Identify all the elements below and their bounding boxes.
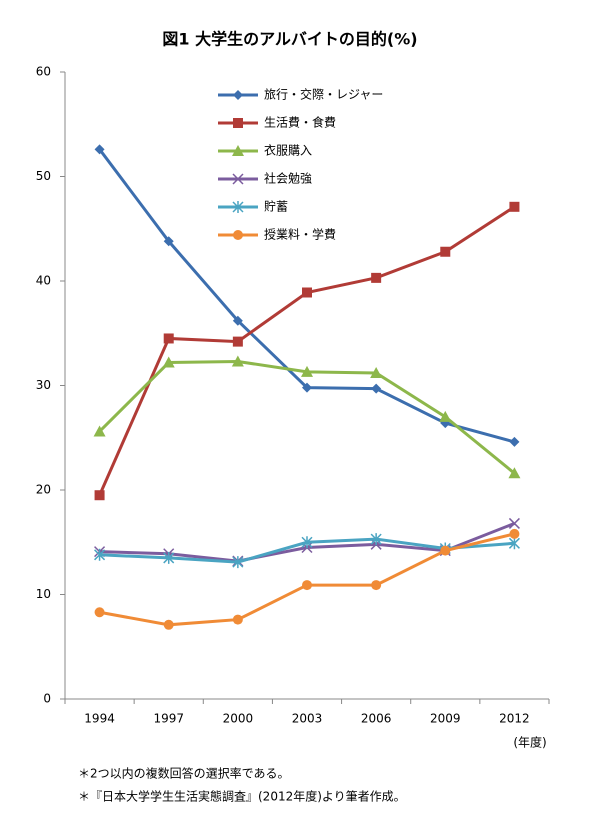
marker	[162, 356, 175, 368]
x-unit-label: (年度)	[513, 735, 546, 750]
y-tick-label: 10	[36, 587, 51, 601]
marker	[94, 490, 105, 501]
note: ＊2つ以内の複数回答の選択率である。	[78, 766, 290, 781]
note: ＊『日本大学学生生活実態調査』(2012年度)より筆者作成。	[78, 789, 406, 804]
marker	[232, 173, 244, 185]
marker	[371, 580, 382, 591]
marker	[232, 614, 243, 625]
chart-title: 図1 大学生のアルバイトの目的(%)	[162, 30, 417, 49]
x-tick-label: 2000	[223, 712, 254, 726]
marker	[370, 366, 383, 378]
marker	[94, 607, 105, 618]
marker	[232, 145, 244, 156]
marker	[440, 246, 451, 257]
marker	[301, 536, 313, 549]
marker	[301, 365, 313, 377]
marker	[509, 201, 520, 212]
marker	[508, 517, 520, 529]
legend-label: 衣服購入	[264, 143, 312, 158]
marker	[231, 355, 244, 367]
marker	[94, 548, 106, 561]
marker	[509, 528, 520, 539]
marker	[94, 144, 105, 155]
marker	[508, 467, 521, 479]
legend-label: 生活費・食費	[264, 115, 336, 130]
series-line	[98, 205, 516, 496]
x-tick-label: 2009	[430, 712, 461, 726]
marker	[302, 580, 312, 591]
marker	[232, 315, 243, 326]
marker	[370, 533, 382, 546]
x-tick-label: 2006	[361, 712, 392, 726]
x-tick-label: 2012	[499, 712, 530, 726]
legend-label: 授業料・学費	[264, 227, 336, 242]
legend-label: 旅行・交際・レジャー	[264, 87, 383, 102]
marker	[163, 619, 174, 630]
marker	[371, 383, 382, 394]
marker	[440, 545, 451, 556]
marker	[233, 90, 243, 100]
y-tick-label: 20	[36, 483, 51, 497]
legend-label: 貯蓄	[264, 200, 288, 214]
y-tick-label: 30	[36, 378, 51, 392]
y-tick-label: 60	[36, 65, 51, 79]
marker	[232, 556, 244, 569]
marker	[439, 410, 452, 422]
marker	[232, 201, 244, 213]
marker	[163, 236, 174, 247]
marker	[163, 551, 175, 564]
marker	[371, 272, 382, 283]
marker	[233, 118, 243, 128]
marker	[509, 436, 520, 447]
x-tick-label: 2003	[292, 712, 323, 726]
y-tick-label: 0	[43, 692, 51, 706]
y-tick-label: 50	[36, 169, 51, 183]
x-tick-label: 1994	[84, 712, 115, 726]
marker	[302, 287, 312, 298]
marker	[302, 382, 312, 393]
marker	[232, 336, 243, 347]
marker	[93, 425, 106, 437]
marker	[233, 230, 243, 240]
legend-label: 社会勉強	[264, 171, 312, 186]
marker	[508, 537, 520, 550]
x-tick-label: 1997	[153, 712, 184, 726]
marker	[163, 333, 174, 344]
y-tick-label: 40	[36, 274, 51, 288]
series-line	[98, 359, 516, 475]
